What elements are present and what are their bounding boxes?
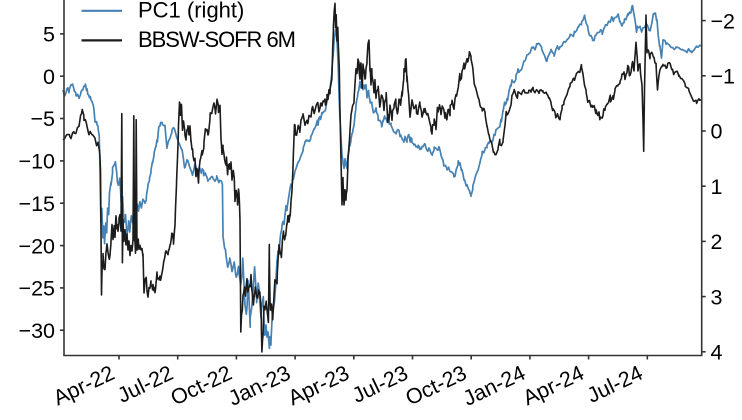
svg-text:5: 5 <box>43 23 55 47</box>
svg-text:BBSW-SOFR 6M: BBSW-SOFR 6M <box>138 27 295 52</box>
svg-text:4: 4 <box>711 341 723 365</box>
svg-text:−10: −10 <box>19 150 56 174</box>
svg-text:3: 3 <box>711 285 723 309</box>
svg-text:−2: −2 <box>711 9 736 33</box>
svg-text:−20: −20 <box>19 234 56 258</box>
svg-text:0: 0 <box>43 65 55 89</box>
svg-text:2: 2 <box>711 230 723 254</box>
svg-text:−25: −25 <box>19 277 56 301</box>
svg-text:−30: −30 <box>19 319 56 343</box>
svg-text:1: 1 <box>711 175 723 199</box>
svg-text:−15: −15 <box>19 192 56 216</box>
svg-text:PC1 (right): PC1 (right) <box>138 0 244 23</box>
svg-text:−5: −5 <box>30 107 55 131</box>
svg-text:0: 0 <box>711 120 723 144</box>
svg-text:−1: −1 <box>711 65 736 89</box>
